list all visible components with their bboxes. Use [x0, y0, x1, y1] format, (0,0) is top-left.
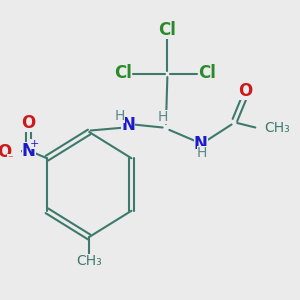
- Text: O: O: [238, 82, 253, 100]
- Text: +: +: [30, 139, 40, 149]
- Text: CH₃: CH₃: [264, 121, 290, 134]
- Text: ⁻: ⁻: [7, 154, 13, 164]
- Text: H: H: [158, 110, 168, 124]
- Text: Cl: Cl: [158, 21, 176, 39]
- Text: CH₃: CH₃: [76, 254, 102, 268]
- Text: O: O: [0, 143, 11, 161]
- Text: Cl: Cl: [198, 64, 216, 82]
- Text: N: N: [22, 142, 36, 160]
- Text: N: N: [194, 135, 208, 153]
- Text: Cl: Cl: [114, 64, 132, 82]
- Text: O: O: [22, 114, 36, 132]
- Text: H: H: [197, 146, 207, 160]
- Text: H: H: [115, 109, 125, 122]
- Text: N: N: [121, 116, 135, 134]
